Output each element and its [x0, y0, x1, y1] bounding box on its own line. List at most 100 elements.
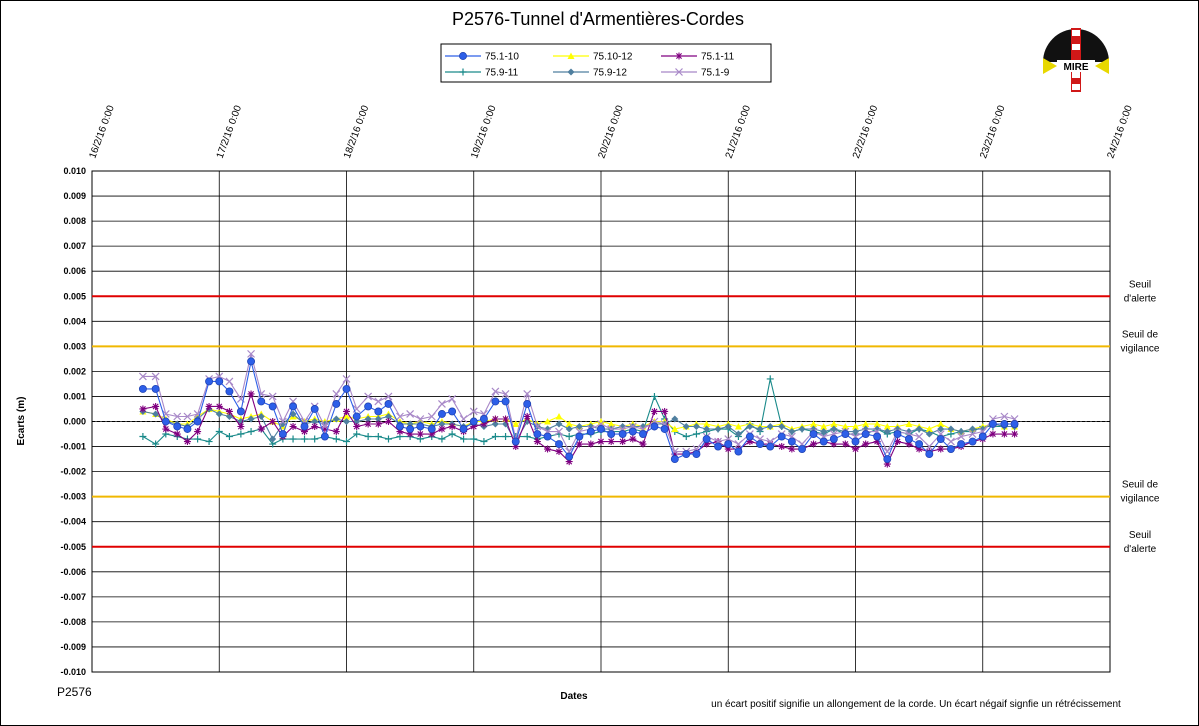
y-tick-label: -0.002 [60, 467, 86, 477]
data-point [364, 402, 373, 411]
data-point [619, 438, 627, 446]
data-point [830, 420, 838, 428]
data-point [957, 432, 966, 441]
data-point [544, 445, 552, 453]
series-75.1-10 [138, 357, 1019, 464]
data-point [364, 415, 372, 423]
data-point [448, 407, 457, 416]
data-point [810, 420, 818, 428]
data-point [502, 433, 510, 441]
data-point [777, 432, 786, 441]
data-point [555, 412, 563, 420]
data-point [670, 455, 679, 464]
legend-item: 75.9-11 [445, 68, 519, 79]
data-point [152, 410, 160, 418]
data-point [905, 420, 913, 428]
data-point [396, 428, 404, 436]
data-point [798, 425, 806, 433]
series-layer [138, 349, 1019, 468]
data-point [533, 438, 541, 446]
data-point [342, 374, 351, 383]
data-point [151, 372, 160, 381]
data-point [682, 433, 690, 441]
data-point [936, 435, 945, 443]
threshold-label: Seuil [1129, 530, 1151, 541]
threshold-label: d'alerte [1124, 544, 1157, 555]
data-point [861, 430, 870, 438]
data-point [692, 423, 700, 431]
data-point [278, 417, 287, 426]
data-point [194, 435, 202, 443]
data-point [384, 435, 392, 443]
data-point [969, 425, 977, 433]
logo-text: MIRE [1064, 62, 1089, 73]
data-point [395, 422, 404, 431]
legend-item: 75.1-10 [445, 52, 519, 63]
data-point [734, 447, 743, 456]
y-tick-label: -0.005 [60, 542, 86, 552]
data-point [883, 428, 891, 436]
threshold-label: vigilance [1121, 343, 1160, 354]
data-point [650, 407, 658, 415]
data-point [703, 440, 711, 448]
data-point [778, 423, 786, 431]
data-point [152, 440, 160, 448]
data-point [459, 425, 468, 433]
data-point [225, 412, 233, 420]
data-point [332, 428, 340, 436]
data-point [819, 437, 828, 446]
data-point [756, 425, 764, 433]
data-point [852, 423, 859, 430]
data-point [1000, 430, 1008, 438]
data-point [852, 428, 859, 436]
data-point [979, 425, 987, 433]
data-point [321, 425, 329, 433]
y-tick-label: -0.010 [60, 667, 86, 677]
legend-label: 75.10-12 [593, 52, 633, 63]
data-point [915, 445, 923, 453]
data-point [279, 420, 287, 428]
data-point [671, 425, 679, 433]
data-point [565, 433, 573, 441]
x-tick-label: 19/2/16 0:00 [469, 104, 499, 160]
data-point [502, 415, 510, 423]
data-point [269, 435, 277, 443]
data-point [138, 384, 147, 393]
data-point [374, 415, 382, 423]
y-tick-label: 0.002 [63, 366, 86, 376]
data-point [925, 430, 933, 438]
data-point [501, 397, 510, 406]
data-point [470, 423, 478, 431]
y-tick-label: -0.008 [60, 617, 86, 627]
data-point [1010, 420, 1019, 428]
data-point [788, 445, 796, 453]
data-point [968, 430, 977, 438]
data-point [968, 437, 977, 446]
threshold-label: Seuil de [1122, 329, 1159, 340]
legend-box [440, 43, 772, 83]
data-point [237, 430, 245, 438]
data-point [650, 422, 659, 431]
x-tick-label: 21/2/16 0:00 [724, 104, 754, 160]
data-point [862, 440, 870, 448]
data-point [512, 443, 520, 451]
data-point [512, 420, 520, 428]
data-point [193, 417, 202, 426]
data-point [830, 425, 838, 433]
x-tick-label: 20/2/16 0:00 [596, 104, 626, 160]
data-point [173, 430, 181, 438]
footnote: un écart positif signifie un allongement… [711, 699, 1121, 710]
data-point [957, 428, 965, 436]
threshold-label: d'alerte [1124, 293, 1157, 304]
data-point [364, 420, 372, 428]
data-point [247, 357, 256, 366]
legend-marker [459, 52, 467, 60]
data-point [480, 438, 488, 446]
legend-label: 75.9-12 [593, 68, 627, 79]
data-point [384, 418, 392, 425]
data-point [469, 407, 478, 416]
data-point [778, 443, 786, 451]
data-point [428, 430, 436, 438]
data-point [523, 390, 532, 398]
data-point [905, 440, 913, 448]
